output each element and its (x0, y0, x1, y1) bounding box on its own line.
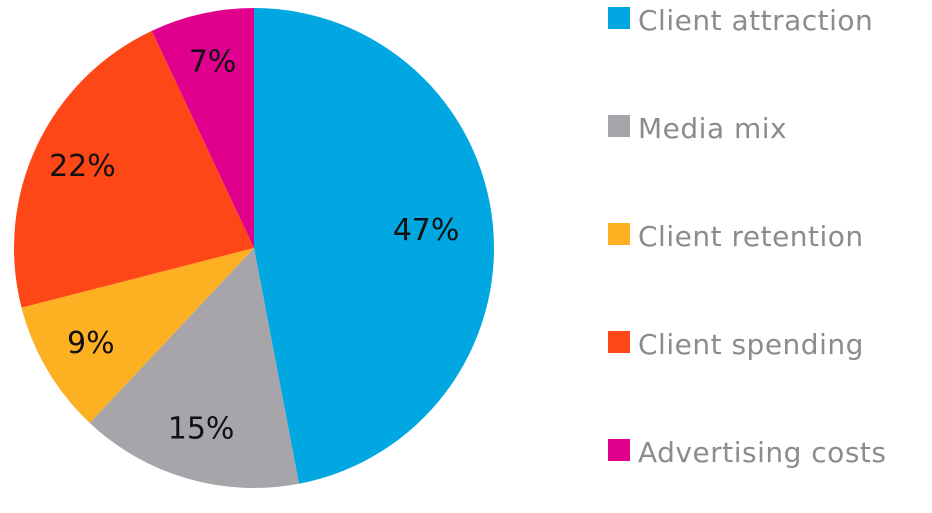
legend-label: Client attraction (638, 4, 874, 37)
pie-slice (151, 8, 254, 248)
legend-swatch (608, 115, 630, 137)
legend-item: Client retention (608, 216, 918, 258)
data-label: 22% (49, 149, 116, 184)
legend-label: Advertising costs (638, 436, 887, 469)
pie-slice (254, 8, 495, 484)
legend-swatch (608, 223, 630, 245)
legend-item: Client attraction (608, 0, 918, 42)
data-label: 15% (168, 412, 235, 447)
chart: 47% 15% 9% 22% 7% (13, 8, 495, 488)
legend-label: Client spending (638, 328, 864, 361)
pie-slice (13, 30, 255, 308)
legend-item: Advertising costs (608, 432, 918, 474)
legend-swatch (608, 7, 630, 29)
legend-label: Client retention (638, 220, 864, 253)
legend-item: Client spending (608, 324, 918, 366)
pie-slice (21, 248, 255, 423)
data-label: 7% (189, 44, 237, 79)
legend-swatch (608, 439, 630, 461)
data-label: 47% (393, 213, 460, 248)
legend-swatch (608, 331, 630, 353)
pie-slice (89, 248, 299, 488)
legend-label: Media mix (638, 112, 788, 145)
data-label: 9% (67, 326, 115, 361)
legend-item: Media mix (608, 108, 918, 150)
